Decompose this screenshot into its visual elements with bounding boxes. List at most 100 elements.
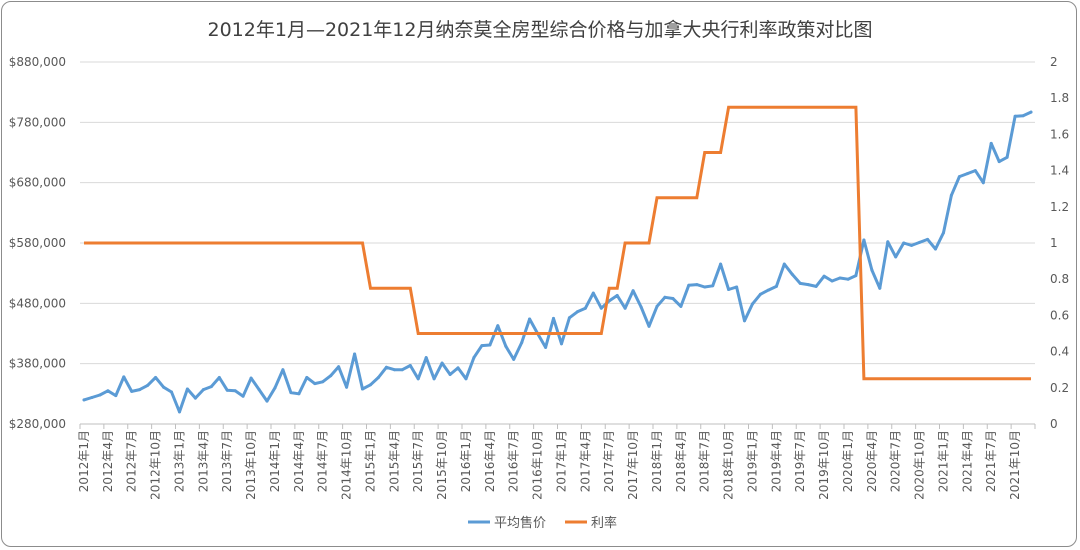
y-left-tick-label: $880,000: [9, 55, 66, 69]
price-point: [830, 279, 834, 283]
price-point: [743, 319, 746, 323]
price-point: [464, 377, 468, 381]
series-line-rate: [84, 105, 1031, 381]
x-tick-label: 2014年10月: [340, 430, 354, 500]
price-point: [345, 385, 349, 389]
x-tick-label: 2017年4月: [578, 430, 592, 492]
y-left-tick-label: $580,000: [9, 236, 66, 250]
price-point: [1013, 114, 1017, 118]
price-point: [225, 388, 229, 392]
price-point: [997, 160, 1001, 164]
price-point: [1021, 114, 1025, 118]
gridlines: [80, 61, 1035, 425]
x-tick-label: 2020年4月: [865, 430, 879, 492]
price-point: [599, 306, 603, 310]
price-point: [122, 375, 126, 379]
price-point: [575, 310, 579, 314]
price-point: [185, 387, 189, 391]
price-point: [432, 377, 436, 381]
y-right-tick-label: 0.8: [1050, 272, 1069, 286]
price-point: [400, 368, 404, 372]
price-point: [766, 288, 770, 292]
price-point: [814, 284, 818, 288]
price-point: [902, 241, 906, 245]
price-point: [926, 237, 930, 241]
price-point: [639, 305, 643, 309]
price-point: [806, 283, 810, 287]
price-point: [782, 262, 786, 266]
price-point: [289, 391, 293, 395]
price-point: [870, 268, 874, 272]
price-point: [615, 294, 619, 297]
y-right-tick-label: 0: [1050, 417, 1058, 431]
x-tick-label: 2019年10月: [817, 430, 831, 500]
price-point: [201, 388, 205, 392]
price-point: [154, 376, 158, 379]
price-point: [552, 316, 555, 320]
price-point: [146, 383, 150, 387]
price-point: [217, 376, 221, 379]
x-tick-label: 2015年4月: [387, 430, 401, 492]
price-point: [918, 240, 922, 244]
price-point: [162, 385, 166, 389]
x-tick-label: 2012年7月: [125, 430, 139, 492]
y-left-tick-label: $680,000: [9, 176, 66, 190]
x-tick-label: 2018年7月: [698, 430, 712, 492]
price-point: [193, 396, 197, 400]
x-tick-label: 2013年4月: [196, 430, 210, 492]
y-right-tick-label: 1.6: [1050, 127, 1069, 141]
x-tick-label: 2017年1月: [554, 430, 568, 492]
x-tick-label: 2019年1月: [745, 430, 759, 492]
legend-label-price: 平均售价: [494, 515, 546, 531]
y-right-tick-label: 0.4: [1050, 345, 1069, 359]
price-point: [353, 352, 357, 356]
price-point: [528, 317, 532, 321]
price-point: [178, 410, 181, 414]
x-tick-label: 2014年1月: [268, 430, 282, 492]
y-right-tick-label: 0.2: [1050, 381, 1069, 395]
price-point: [321, 380, 325, 384]
price-point: [822, 274, 826, 278]
price-point: [337, 365, 341, 369]
price-point: [90, 396, 94, 399]
price-point: [878, 286, 882, 290]
price-point: [496, 324, 500, 328]
price-point: [488, 343, 492, 347]
x-tick-label: 2017年10月: [626, 430, 640, 500]
price-point: [297, 392, 301, 396]
price-point: [1029, 110, 1033, 114]
x-tick-label: 2016年7月: [507, 430, 521, 492]
price-point: [989, 141, 993, 145]
x-tick-label: 2014年7月: [316, 430, 330, 492]
price-point: [623, 306, 627, 310]
price-point: [862, 238, 866, 242]
x-tick-label: 2018年10月: [722, 430, 736, 500]
price-point: [233, 389, 237, 393]
x-tick-label: 2020年7月: [889, 430, 903, 492]
y-right-tick-label: 2: [1050, 55, 1058, 69]
x-tick-label: 2019年7月: [793, 430, 807, 492]
price-point: [727, 288, 731, 291]
x-tick-label: 2020年10月: [913, 430, 927, 500]
x-tick-label: 2013年10月: [244, 430, 258, 500]
price-point: [241, 394, 245, 398]
price-point: [504, 344, 508, 348]
price-point: [544, 345, 548, 349]
price-point: [631, 289, 635, 293]
x-tick-label: 2014年4月: [292, 430, 306, 492]
price-point: [138, 388, 142, 392]
y-right-tick-label: 1.4: [1050, 164, 1069, 178]
price-point: [265, 399, 269, 403]
price-point: [854, 274, 858, 278]
price-point: [257, 388, 261, 392]
price-point: [329, 374, 333, 378]
price-point: [82, 398, 86, 402]
price-point: [305, 376, 309, 379]
y-right-tick-labels: 0 0.2 0.4 0.6 0.8 1 1.2 1.4 1.6 1.8 2: [1050, 55, 1069, 431]
x-tick-label: 2016年4月: [483, 430, 497, 492]
price-point: [424, 356, 428, 360]
price-point: [567, 316, 571, 320]
price-point: [408, 364, 412, 367]
